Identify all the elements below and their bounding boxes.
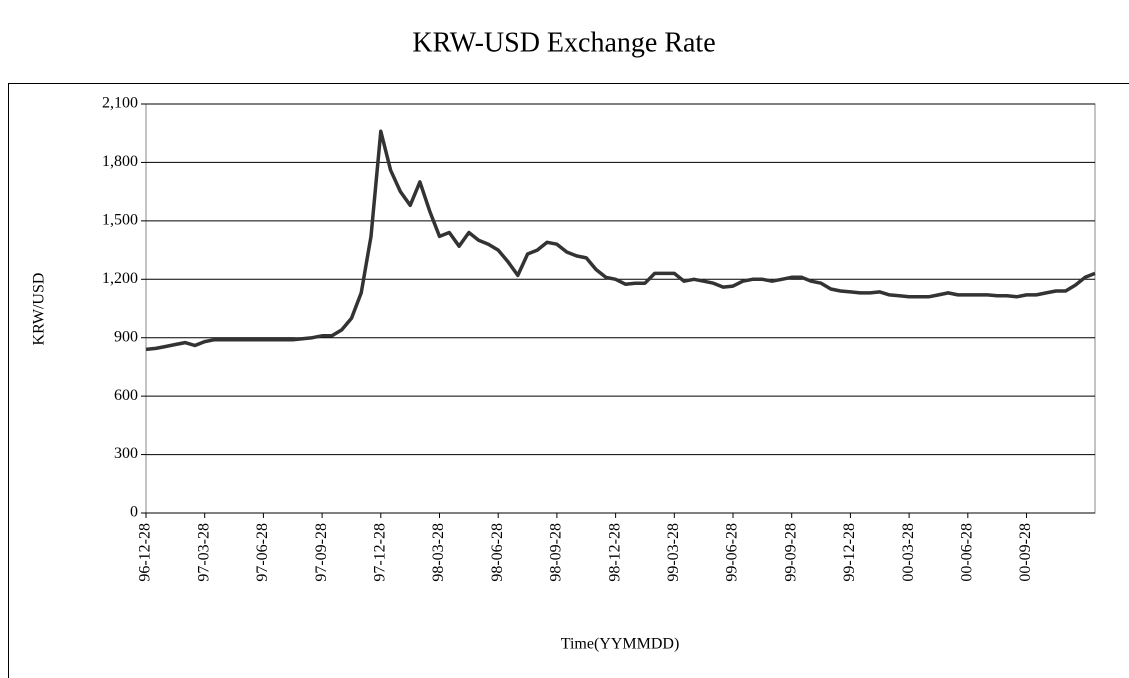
- chart-title: KRW-USD Exchange Rate: [412, 27, 715, 58]
- x-tick-label: 99-09-28: [782, 523, 799, 582]
- y-tick-label: 0: [130, 504, 138, 521]
- x-tick-label: 98-06-28: [489, 523, 506, 582]
- y-tick-label: 600: [114, 387, 138, 404]
- x-tick-label: 99-03-28: [665, 523, 682, 582]
- x-tick-label: 97-03-28: [195, 523, 212, 582]
- y-tick-label: 1,500: [102, 212, 138, 229]
- x-tick-label: 99-12-28: [841, 523, 858, 582]
- x-tick-label: 97-12-28: [371, 523, 388, 582]
- y-tick-label: 900: [114, 328, 138, 345]
- x-tick-label: 99-06-28: [724, 523, 741, 582]
- data-line: [145, 129, 1096, 352]
- x-tick-label: 00-06-28: [958, 523, 975, 582]
- y-tick-label: 300: [114, 445, 138, 462]
- x-tick-label: 97-09-28: [313, 523, 330, 582]
- x-tick-label: 96-12-28: [137, 523, 154, 582]
- x-tick-label: 00-03-28: [900, 523, 917, 582]
- x-tick-label: 98-03-28: [430, 523, 447, 582]
- plot-area: [145, 103, 1096, 514]
- x-tick-label: 97-06-28: [254, 523, 271, 582]
- y-tick-label: 2,100: [102, 95, 138, 112]
- x-tick-label: 98-09-28: [548, 523, 565, 582]
- x-tick-label: 00-09-28: [1017, 523, 1034, 582]
- y-tick-label: 1,200: [102, 270, 138, 287]
- chart-frame: [8, 83, 1129, 678]
- x-tick-label: 98-12-28: [606, 523, 623, 582]
- y-axis-title: KRW/USD: [31, 273, 48, 346]
- x-axis-title: Time(YYMMDD): [561, 636, 680, 653]
- y-tick-label: 1,800: [102, 153, 138, 170]
